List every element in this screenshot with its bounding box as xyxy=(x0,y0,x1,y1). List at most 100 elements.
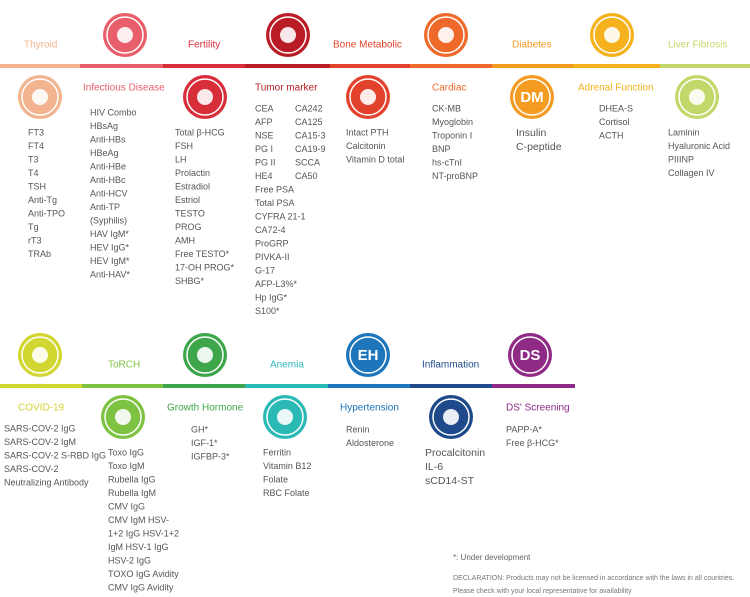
test-item: Total β-HCG xyxy=(175,127,225,137)
test-item: Troponin I xyxy=(432,130,472,140)
test-item: HBsAg xyxy=(90,121,118,131)
test-item: 17-OH PROG* xyxy=(175,262,235,272)
test-item: Insulin xyxy=(516,127,547,139)
test-item: S100* xyxy=(255,306,280,316)
category-title: Fertility xyxy=(188,40,220,51)
icon-symbol xyxy=(280,27,296,43)
test-item: CMV IgG xyxy=(108,501,145,511)
test-item: Anti-HBe xyxy=(90,161,126,171)
category-title: ToRCH xyxy=(108,360,140,371)
test-item: Anti-HCV xyxy=(90,188,128,198)
icon-ring xyxy=(269,16,307,54)
test-item: Estriol xyxy=(175,195,200,205)
test-item: rT3 xyxy=(28,235,42,245)
icon-ring xyxy=(593,16,631,54)
icon-ring xyxy=(106,16,144,54)
test-item: HAV IgM* xyxy=(90,229,129,239)
icon-ring xyxy=(427,16,465,54)
test-item: Anti-HBc xyxy=(90,175,126,185)
icon-text: DM xyxy=(520,89,543,106)
test-item: Anti-HBs xyxy=(90,134,126,144)
category-title: Cardiac xyxy=(432,83,466,94)
test-item: RBC Folate xyxy=(263,488,310,498)
test-item: Anti-TPO xyxy=(28,208,65,218)
category-bar xyxy=(0,64,80,68)
test-item: SARS-COV-2 xyxy=(4,464,59,474)
category-bar xyxy=(492,64,573,68)
category-bar xyxy=(492,384,575,388)
test-item: Myoglobin xyxy=(432,117,473,127)
icon-symbol xyxy=(689,89,705,105)
icon-ring xyxy=(511,336,549,374)
test-item: SARS-COV-2 IgM xyxy=(4,437,76,447)
icon-symbol xyxy=(197,89,213,105)
test-item: CA242 xyxy=(295,103,323,113)
test-item: Estradiol xyxy=(175,181,210,191)
test-item: CA72-4 xyxy=(255,225,286,235)
test-item: CMV IgM HSV- xyxy=(108,515,169,525)
test-item: CA125 xyxy=(295,117,323,127)
icon-symbol xyxy=(32,347,48,363)
test-item: SARS-COV-2 IgG xyxy=(4,423,76,433)
test-item: FT3 xyxy=(28,127,44,137)
test-item: IL-6 xyxy=(425,461,443,473)
test-item: Rubella IgM xyxy=(108,488,156,498)
test-item: Aldosterone xyxy=(346,438,394,448)
test-item: Tg xyxy=(28,222,39,232)
category-bar xyxy=(410,384,492,388)
icon-ring xyxy=(104,398,142,436)
category-title: Diabetes xyxy=(512,40,551,51)
icon-ring xyxy=(21,78,59,116)
icon-ring xyxy=(266,398,304,436)
test-item: FSH xyxy=(175,141,193,151)
test-item: ACTH xyxy=(599,130,624,140)
category-bar xyxy=(245,384,328,388)
test-item: BNP xyxy=(432,144,451,154)
test-item: IGF-1* xyxy=(191,438,218,448)
test-item: TSH xyxy=(28,181,46,191)
test-item: HEV IgG* xyxy=(90,242,130,252)
category-title: Hypertension xyxy=(340,403,399,414)
icon-text: DS xyxy=(520,347,541,364)
test-item: hs-cTnI xyxy=(432,157,462,167)
test-item: SHBG* xyxy=(175,276,205,286)
test-item: Folate xyxy=(263,474,288,484)
test-item: HSV-2 IgG xyxy=(108,555,151,565)
test-item: Toxo IgG xyxy=(108,447,144,457)
test-item: Anti-HAV* xyxy=(90,269,130,279)
category-title: Tumor marker xyxy=(255,83,318,94)
test-item: Free β-HCG* xyxy=(506,438,559,448)
test-item: PG II xyxy=(255,157,276,167)
category-bar xyxy=(328,384,410,388)
test-item: PG I xyxy=(255,144,273,154)
test-item: Renin xyxy=(346,424,370,434)
test-item: HBeAg xyxy=(90,148,119,158)
icon-text: EH xyxy=(358,347,379,364)
category-title: Anemia xyxy=(270,360,304,371)
test-item: Rubella IgG xyxy=(108,474,156,484)
test-item: CA15-3 xyxy=(295,130,326,140)
test-item: HE4 xyxy=(255,171,273,181)
test-item: PROG xyxy=(175,222,202,232)
category-bar xyxy=(0,384,82,388)
test-item: Prolactin xyxy=(175,168,210,178)
category-icon xyxy=(510,75,554,119)
test-item: DHEA-S xyxy=(599,103,633,113)
icon-symbol xyxy=(438,27,454,43)
test-item: Hp IgG* xyxy=(255,292,288,302)
test-item: SCCA xyxy=(295,157,320,167)
icon-symbol xyxy=(443,409,459,425)
test-item: CA19-9 xyxy=(295,144,326,154)
test-item: HIV Combo xyxy=(90,107,137,117)
test-item: PIIINP xyxy=(668,154,694,164)
category-title: Liver Fibrosis xyxy=(668,40,727,51)
test-item: CK-MB xyxy=(432,103,461,113)
icon-ring xyxy=(186,336,224,374)
category-bar xyxy=(163,384,245,388)
icon-ring xyxy=(432,398,470,436)
icon-ring xyxy=(349,78,387,116)
test-item: ProGRP xyxy=(255,238,289,248)
test-item: Calcitonin xyxy=(346,141,386,151)
test-item: Cortisol xyxy=(599,117,630,127)
icon-ring xyxy=(186,78,224,116)
